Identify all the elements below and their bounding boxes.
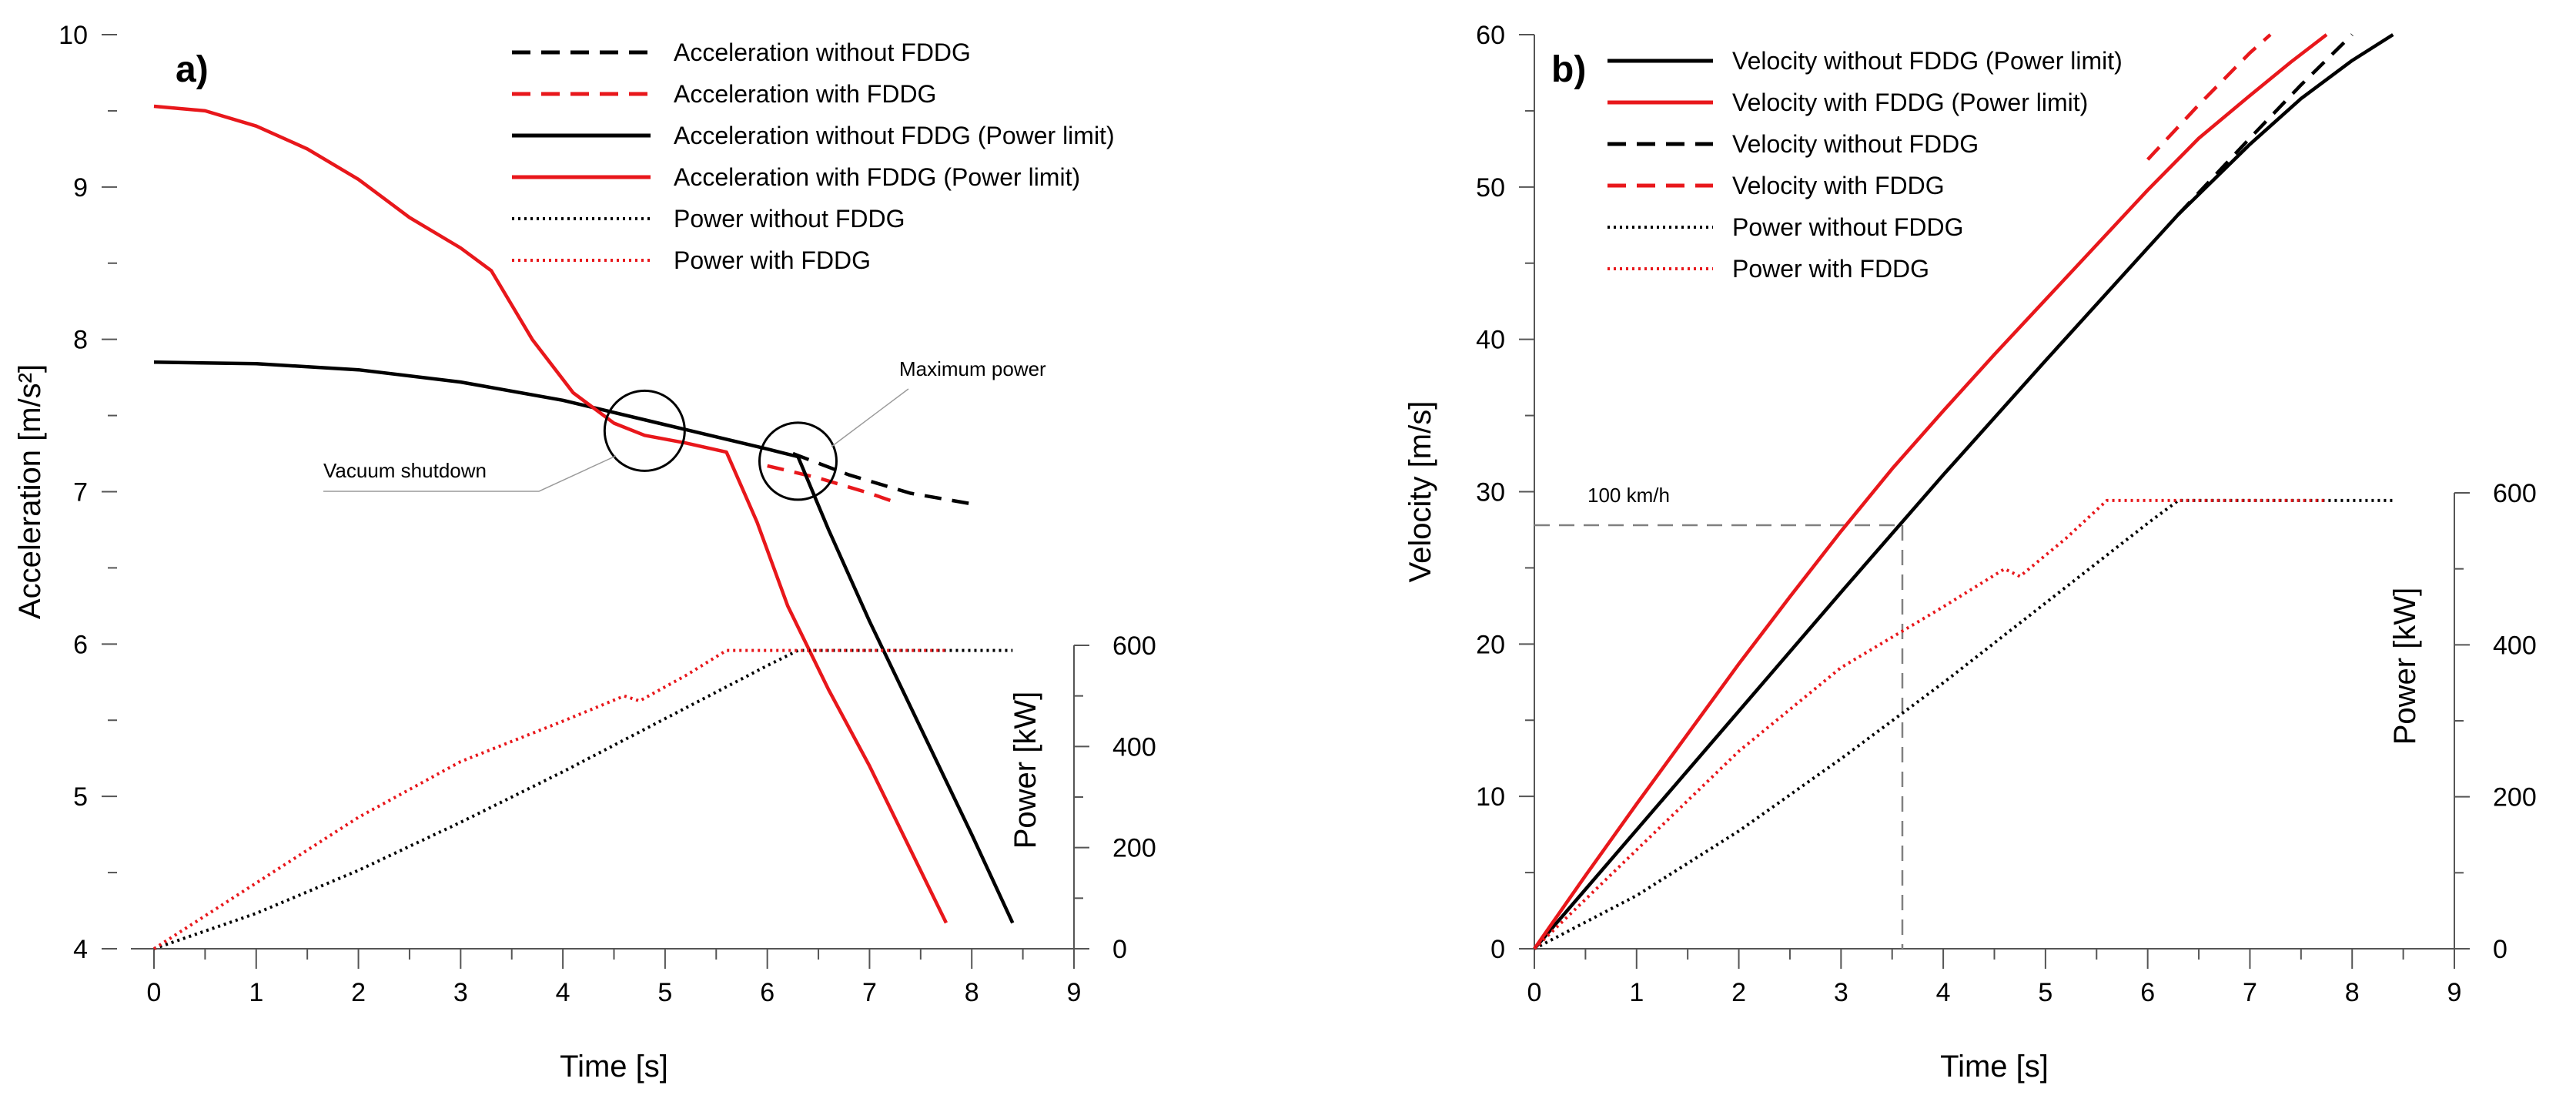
x-tick-label: 0 [147,978,162,1007]
annotation-leader [831,388,909,447]
y-tick-label: 8 [73,326,88,355]
y-tick-label: 9 [73,173,88,203]
y-tick-label: 30 [1476,478,1505,507]
x-tick-label: 9 [2447,978,2462,1007]
y2-axis-title: Power [kW] [2388,588,2422,745]
legend-label: Acceleration without FDDG [674,39,971,66]
y-tick-label: 10 [59,21,88,50]
y2-tick-label: 200 [1112,834,1156,863]
legend-label: Velocity with FDDG (Power limit) [1732,89,2088,116]
y2-tick-label: 600 [2493,479,2537,508]
annotation-label: Vacuum shutdown [323,459,487,482]
series-line-acceleration-without-fddg-power-limit [153,360,1015,924]
y-tick-label: 0 [1490,935,1505,964]
annotation-circle [603,389,686,472]
y2-tick-label: 400 [2493,631,2537,660]
y-tick-label: 7 [73,478,88,507]
y-axis-title: Acceleration [m/s²] [13,364,47,619]
x-tick-label: 3 [1834,978,1848,1007]
x-tick-label: 8 [965,978,979,1007]
y-tick-label: 4 [73,935,88,964]
annotation-circle [758,421,838,501]
legend-label: Acceleration without FDDG (Power limit) [674,122,1115,149]
legend-label: Velocity without FDDG (Power limit) [1732,47,2123,75]
legend-label: Power without FDDG [1732,213,1964,241]
series-line-power-without-fddg [1534,498,2394,950]
legend-label: Velocity with FDDG [1732,172,1945,199]
y-tick-label: 60 [1476,21,1505,50]
legend-label: Acceleration with FDDG [674,80,936,108]
y-tick-label: 6 [73,630,88,659]
series-line-power-with-fddg [1533,498,2327,950]
series-line-velocity-without-fddg [2176,33,2354,216]
x-tick-label: 1 [249,978,263,1007]
series-line-power-without-fddg [153,648,1013,950]
x-tick-label: 1 [1629,978,1644,1007]
panel-label: a) [176,49,209,90]
annotation-label: Maximum power [899,357,1046,380]
y-tick-label: 20 [1476,630,1505,659]
x-tick-label: 5 [657,978,672,1007]
legend: Acceleration without FDDG Acceleration wi… [512,39,1115,274]
y2-tick-label: 400 [1112,732,1156,762]
x-tick-label: 4 [1936,978,1951,1007]
y-tick-label: 5 [73,782,88,812]
legend: Velocity without FDDG (Power limit) Veloc… [1607,47,2123,283]
x-tick-label: 6 [2140,978,2155,1007]
x-tick-label: 6 [760,978,774,1007]
y2-tick-label: 600 [1112,631,1156,661]
x-tick-label: 2 [1731,978,1746,1007]
x-axis-title: Time [s] [1940,1050,2049,1084]
series-line-velocity-with-fddg-power-limit [1533,33,2328,950]
y-axis-title: Velocity [m/s] [1403,401,1437,583]
x-tick-label: 9 [1067,978,1082,1007]
legend-label: Velocity without FDDG [1732,130,1979,158]
series-line-power-with-fddg [152,648,946,950]
x-tick-label: 0 [1527,978,1542,1007]
y2-tick-label: 0 [1112,935,1127,964]
x-tick-label: 4 [556,978,570,1007]
legend-label: Power with FDDG [1732,255,1929,283]
series-line-velocity-with-fddg [2146,33,2272,161]
series-line-acceleration-without-fddg [792,451,972,506]
x-tick-label: 3 [453,978,468,1007]
legend-label: Power with FDDG [674,246,871,274]
series-line-velocity-without-fddg-power-limit [1533,33,2394,950]
x-tick-label: 5 [2038,978,2052,1007]
y-tick-label: 40 [1476,326,1505,355]
x-tick-label: 7 [2243,978,2257,1007]
legend-label: Acceleration with FDDG (Power limit) [674,163,1080,191]
y-tick-label: 50 [1476,173,1505,203]
y2-axis-title: Power [kW] [1009,692,1042,849]
chart-panel-a: 0 1 2 3 4 5 6 7 8 9 4 5 6 7 8 9 10 0 200 400 600 Time [s] Acce… [13,21,1156,1084]
y-tick-label: 10 [1476,782,1505,812]
annotation-leader [323,455,617,492]
x-axis-title: Time [s] [560,1050,668,1084]
panel-label: b) [1551,49,1586,90]
y2-tick-label: 200 [2493,783,2537,812]
y2-tick-label: 0 [2493,935,2507,964]
series-line-acceleration-with-fddg [767,464,902,506]
series-line-acceleration-with-fddg-power-limit [153,104,948,924]
annotation-label: 100 km/h [1587,484,1670,507]
x-tick-label: 7 [862,978,877,1007]
x-tick-label: 2 [351,978,366,1007]
x-tick-label: 8 [2345,978,2360,1007]
legend-label: Power without FDDG [674,205,905,233]
